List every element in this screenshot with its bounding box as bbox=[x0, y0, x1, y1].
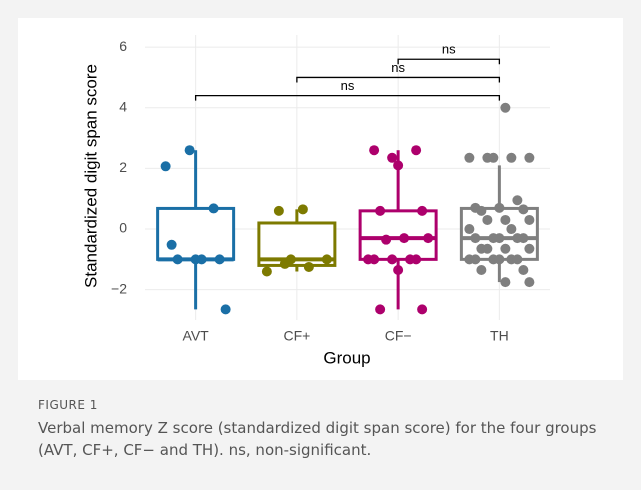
y-tick-label: 6 bbox=[119, 38, 127, 54]
data-point bbox=[500, 214, 511, 225]
y-axis-title: Standardized digit span score bbox=[81, 64, 100, 288]
y-tick-label: 2 bbox=[119, 159, 127, 175]
data-point bbox=[506, 224, 517, 235]
data-point bbox=[375, 304, 386, 315]
chart-background bbox=[18, 18, 623, 380]
data-point bbox=[387, 152, 398, 163]
data-point bbox=[494, 202, 505, 213]
data-point bbox=[297, 204, 308, 215]
data-point bbox=[494, 254, 505, 265]
data-point bbox=[482, 243, 493, 254]
data-point bbox=[470, 254, 481, 265]
data-point bbox=[214, 254, 225, 265]
data-point bbox=[470, 233, 481, 244]
significance-label: ns bbox=[442, 42, 456, 57]
box bbox=[358, 209, 438, 261]
data-point bbox=[166, 239, 177, 250]
data-point bbox=[196, 254, 207, 265]
data-point bbox=[369, 254, 380, 265]
data-point bbox=[476, 205, 487, 216]
x-tick-label: CF+ bbox=[283, 328, 310, 344]
data-point bbox=[417, 205, 428, 216]
data-point bbox=[411, 254, 422, 265]
data-point bbox=[393, 160, 404, 171]
data-point bbox=[381, 234, 392, 245]
x-tick-label: CF− bbox=[385, 328, 412, 344]
data-point bbox=[369, 145, 380, 156]
data-point bbox=[273, 205, 284, 216]
figure-caption: Verbal memory Z score (standardized digi… bbox=[38, 419, 597, 459]
data-point bbox=[387, 254, 398, 265]
data-point bbox=[482, 214, 493, 225]
data-point bbox=[506, 152, 517, 163]
significance-bracket bbox=[296, 76, 501, 83]
data-point bbox=[220, 304, 231, 315]
figure-label: FIGURE 1 bbox=[38, 398, 98, 412]
data-point bbox=[500, 243, 511, 254]
chart: Standardized digit span score Group −2 0 2… bbox=[18, 18, 623, 380]
x-tick-label: AVT bbox=[183, 328, 210, 344]
data-point bbox=[512, 254, 523, 265]
y-tick-label: 0 bbox=[119, 220, 127, 236]
data-point bbox=[488, 152, 499, 163]
significance-label: ns bbox=[391, 60, 405, 75]
data-point bbox=[184, 145, 195, 156]
data-point bbox=[464, 224, 475, 235]
data-point bbox=[518, 264, 529, 275]
significance-bracket bbox=[194, 94, 501, 101]
data-point bbox=[399, 233, 410, 244]
x-axis-title: Group bbox=[323, 348, 370, 367]
data-point bbox=[285, 254, 296, 265]
data-point bbox=[423, 233, 434, 244]
box bbox=[156, 206, 236, 261]
x-tick-label: TH bbox=[490, 328, 509, 344]
data-point bbox=[500, 102, 511, 113]
data-point bbox=[393, 264, 404, 275]
data-point bbox=[208, 203, 219, 214]
data-point bbox=[524, 214, 535, 225]
data-point bbox=[464, 152, 475, 163]
data-point bbox=[417, 304, 428, 315]
significance-label: ns bbox=[341, 78, 355, 93]
data-point bbox=[303, 261, 314, 272]
y-tick-label: −2 bbox=[111, 280, 127, 296]
data-point bbox=[518, 233, 529, 244]
data-point bbox=[321, 254, 332, 265]
data-point bbox=[476, 264, 487, 275]
data-point bbox=[411, 145, 422, 156]
y-tick-label: 4 bbox=[119, 98, 127, 114]
data-point bbox=[524, 277, 535, 288]
data-point bbox=[518, 204, 529, 215]
data-point bbox=[172, 254, 183, 265]
data-point bbox=[375, 205, 386, 216]
data-point bbox=[261, 266, 272, 277]
data-point bbox=[524, 243, 535, 254]
data-point bbox=[524, 152, 535, 163]
data-point bbox=[160, 161, 171, 172]
data-point bbox=[500, 277, 511, 288]
data-point bbox=[494, 233, 505, 244]
data-point bbox=[512, 195, 523, 206]
significance-bracket bbox=[397, 58, 501, 65]
